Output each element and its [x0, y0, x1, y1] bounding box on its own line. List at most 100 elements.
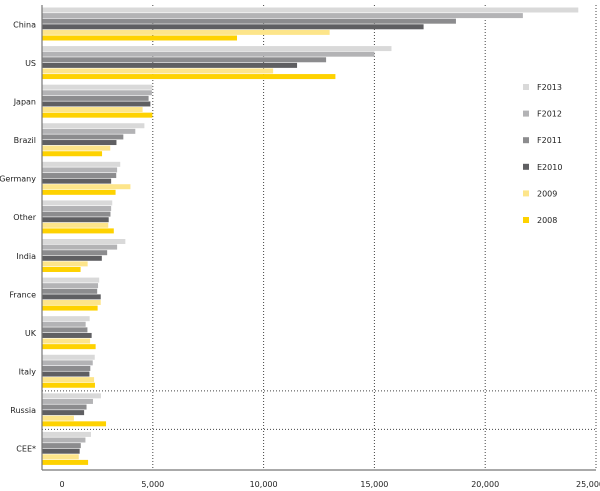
bar-brazil-2009 — [42, 145, 111, 151]
category-label: Germany — [0, 175, 36, 184]
bar-france-f2012 — [42, 283, 99, 289]
bar-india-e2010 — [42, 255, 102, 261]
x-tick-label: 15,000 — [360, 480, 388, 489]
bar-uk-f2011 — [42, 327, 88, 333]
bar-cee-2008 — [42, 459, 89, 465]
legend-label: F2011 — [537, 136, 562, 145]
bar-russia-f2012 — [42, 398, 93, 404]
bar-china-f2011 — [42, 18, 456, 24]
bar-india-2009 — [42, 261, 88, 267]
bar-india-f2011 — [42, 250, 108, 256]
legend-label: E2010 — [537, 163, 562, 172]
bar-cee-f2012 — [42, 437, 86, 443]
bar-us-f2011 — [42, 57, 327, 63]
x-tick-labels: 0 5,000 10,000 15,000 20,000 25,000 — [59, 480, 600, 489]
bar-germany-e2010 — [42, 178, 112, 184]
bar-us-2009 — [42, 68, 274, 74]
bar-france-f2011 — [42, 288, 98, 294]
category-label: Other — [13, 213, 36, 222]
bar-japan-2008 — [42, 112, 153, 118]
x-tick-label: 25,000 — [576, 480, 600, 489]
bar-other-2008 — [42, 228, 114, 234]
bar-japan-f2011 — [42, 95, 149, 101]
bar-italy-f2011 — [42, 365, 91, 371]
category-label: Italy — [19, 368, 37, 377]
bar-other-2009 — [42, 222, 109, 228]
bar-brazil-f2012 — [42, 128, 136, 134]
category-label: Japan — [13, 97, 36, 106]
bar-russia-e2010 — [42, 410, 85, 416]
category-label: UK — [25, 329, 37, 338]
bar-brazil-f2011 — [42, 134, 124, 140]
bar-india-f2013 — [42, 239, 126, 244]
bar-russia-2008 — [42, 421, 107, 427]
bar-us-e2010 — [42, 62, 298, 68]
bar-china-e2010 — [42, 24, 424, 30]
bar-italy-2009 — [42, 377, 95, 383]
bar-china-2009 — [42, 29, 330, 35]
bar-cee-f2013 — [42, 431, 91, 437]
x-tick-label: 5,000 — [141, 480, 164, 489]
x-tick-label: 20,000 — [471, 480, 499, 489]
bar-japan-f2012 — [42, 90, 152, 96]
bar-italy-f2012 — [42, 360, 93, 366]
category-label: France — [9, 290, 36, 299]
bar-japan-f2013 — [42, 84, 153, 90]
category-label: India — [16, 252, 36, 261]
bar-other-e2010 — [42, 217, 109, 223]
category-labels: China US Japan Brazil Germany Other India Franc… — [0, 20, 37, 453]
category-label: Brazil — [14, 136, 36, 145]
bar-russia-f2013 — [42, 393, 101, 399]
bar-uk-2009 — [42, 338, 91, 344]
bar-france-2008 — [42, 305, 98, 311]
axes — [41, 5, 596, 471]
legend-label: 2009 — [537, 189, 557, 198]
bar-france-e2010 — [42, 294, 101, 300]
legend-label: F2012 — [537, 110, 562, 119]
category-label: China — [13, 20, 36, 29]
legend: F2013 F2012 F2011 E2010 2009 2008 — [523, 83, 562, 225]
legend-label: F2013 — [537, 83, 562, 92]
bars — [42, 7, 579, 465]
bar-italy-f2013 — [42, 354, 95, 360]
x-tick-label: 10,000 — [250, 480, 278, 489]
bar-uk-f2012 — [42, 321, 86, 327]
bar-germany-f2012 — [42, 167, 118, 173]
bar-china-f2012 — [42, 13, 523, 19]
bar-uk-f2013 — [42, 316, 90, 322]
bar-us-2008 — [42, 74, 336, 80]
bar-china-2008 — [42, 35, 238, 41]
x-tick-label: 0 — [59, 480, 64, 489]
bar-china-f2013 — [42, 7, 579, 13]
legend-swatch — [523, 84, 529, 90]
bar-brazil-2008 — [42, 151, 103, 157]
legend-label: 2008 — [537, 216, 557, 225]
category-label: CEE* — [16, 445, 36, 454]
bar-us-f2013 — [42, 46, 392, 52]
bar-other-f2012 — [42, 206, 112, 212]
bar-germany-2008 — [42, 189, 116, 195]
bar-cee-e2010 — [42, 448, 80, 454]
bar-brazil-e2010 — [42, 140, 117, 146]
bar-us-f2012 — [42, 51, 375, 57]
bar-italy-2008 — [42, 382, 95, 388]
bar-germany-2009 — [42, 184, 131, 190]
bar-russia-2009 — [42, 415, 74, 421]
bar-uk-2008 — [42, 344, 96, 350]
gridlines — [42, 5, 597, 468]
bar-france-2009 — [42, 299, 101, 305]
bar-india-f2012 — [42, 244, 118, 250]
bar-other-f2013 — [42, 200, 113, 206]
bar-germany-f2011 — [42, 173, 117, 179]
bar-germany-f2013 — [42, 161, 121, 167]
bar-cee-f2011 — [42, 443, 81, 449]
bar-uk-e2010 — [42, 332, 92, 338]
legend-swatch — [523, 190, 529, 197]
bar-brazil-f2013 — [42, 123, 145, 129]
category-label: Russia — [10, 406, 36, 415]
bar-russia-f2011 — [42, 404, 87, 410]
bar-france-f2013 — [42, 277, 100, 283]
bar-india-2008 — [42, 266, 81, 272]
legend-swatch — [523, 163, 529, 170]
